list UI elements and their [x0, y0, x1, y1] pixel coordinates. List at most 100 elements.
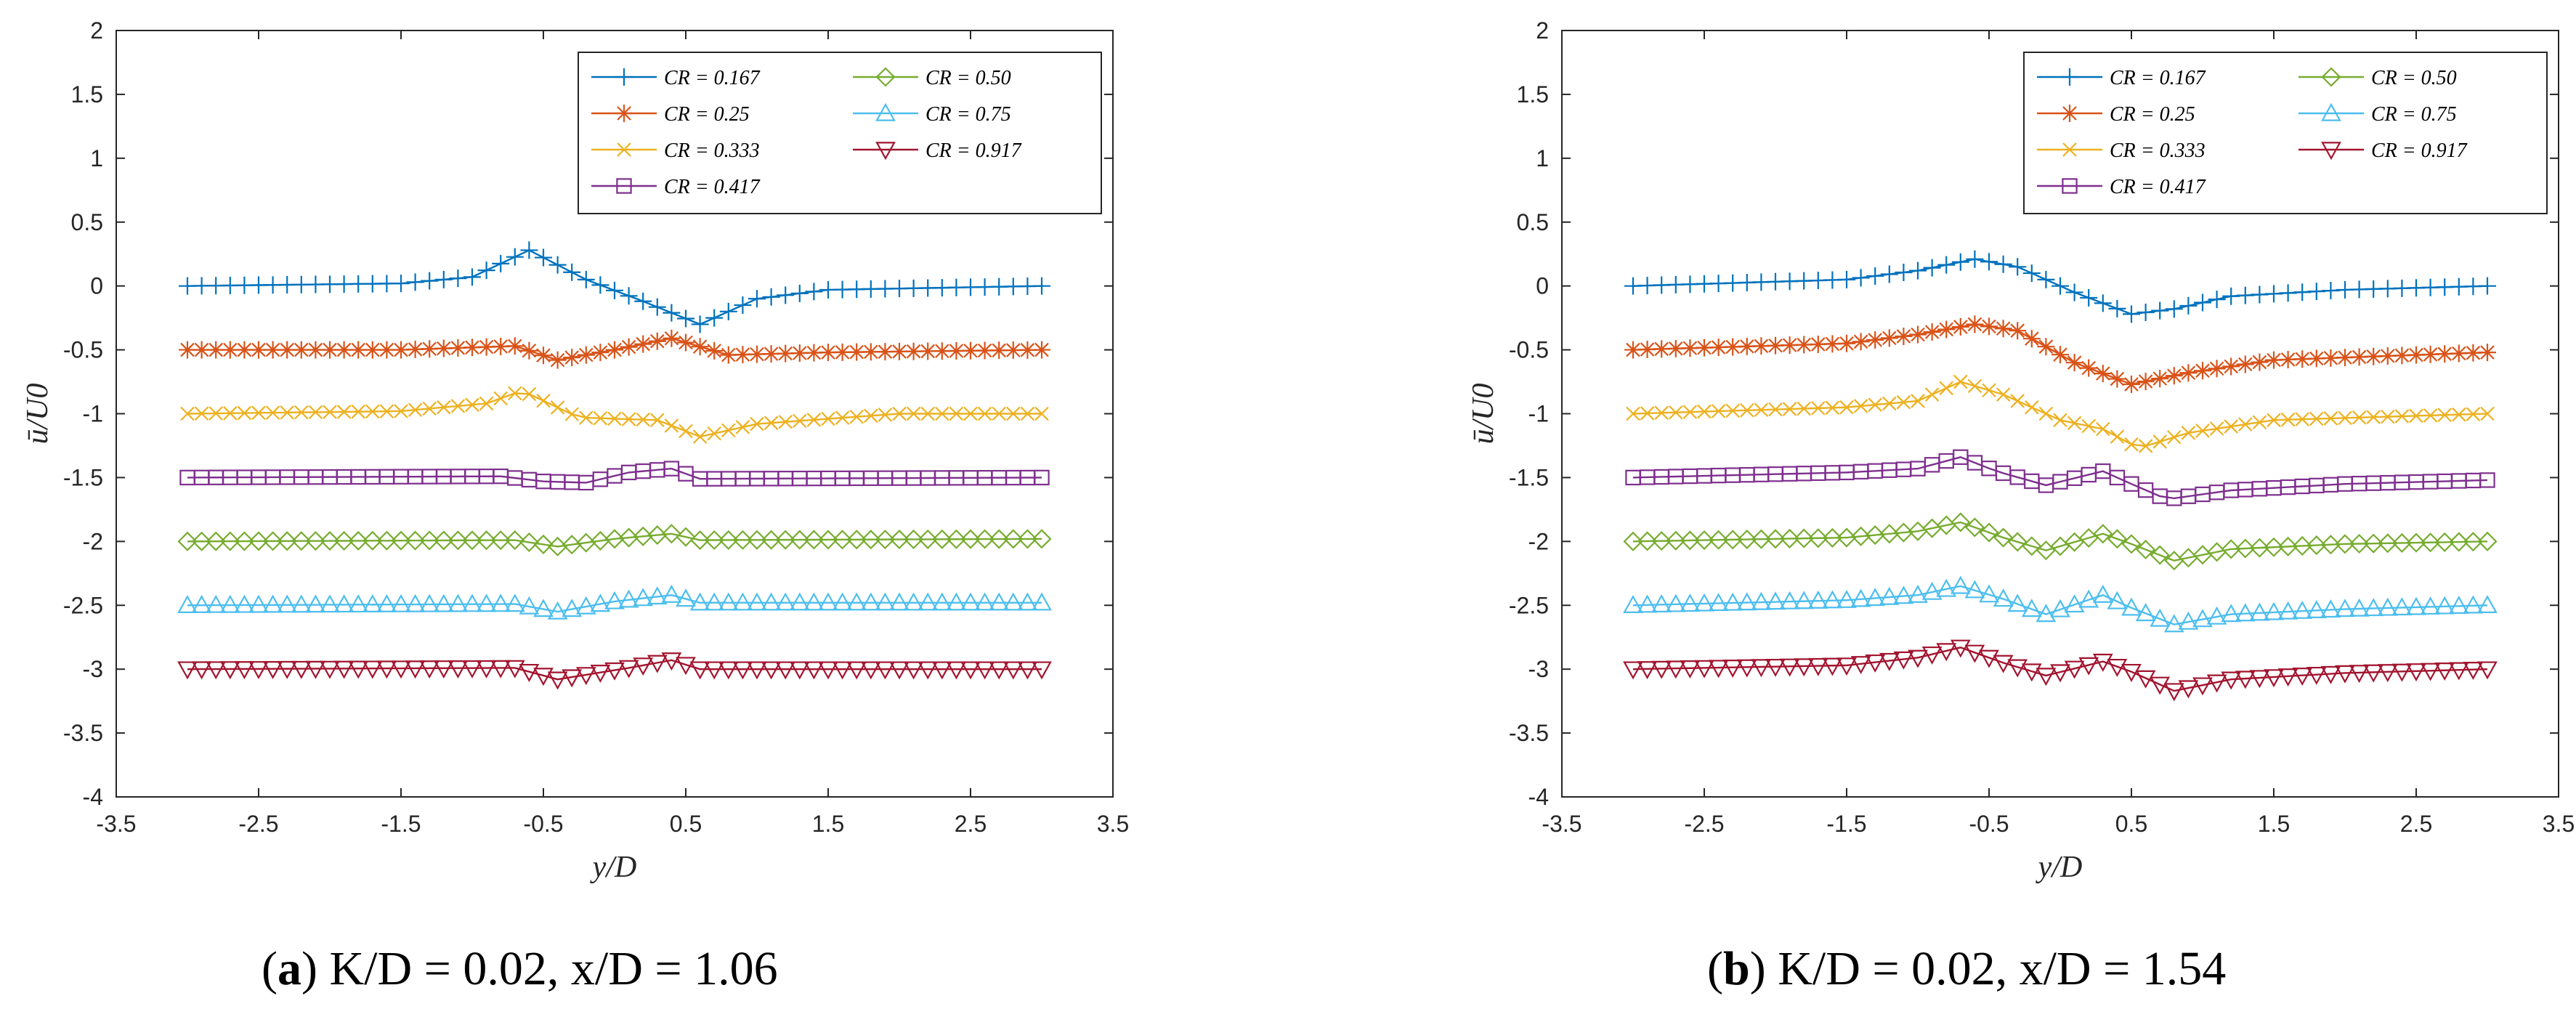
- marker-plus: [2123, 305, 2140, 323]
- marker-x: [2167, 430, 2182, 445]
- marker-diamond: [177, 531, 198, 551]
- marker-star: [1033, 341, 1050, 359]
- marker-x: [579, 410, 594, 425]
- marker-x: [2452, 407, 2466, 422]
- marker-star: [762, 345, 780, 363]
- marker-x: [906, 406, 921, 421]
- legend: CR = 0.167 CR = 0.25 CR = 0.333 CR = 0.417 C…: [2023, 52, 2548, 214]
- marker-diamond: [1865, 524, 1885, 546]
- marker-triangle-down: [2335, 665, 2355, 684]
- marker-x: [1740, 403, 1754, 418]
- marker-triangle-up: [433, 593, 454, 612]
- marker-star: [705, 341, 724, 360]
- marker-plus: [805, 283, 823, 301]
- series-diamond: [1623, 512, 2498, 571]
- marker-plus: [591, 276, 609, 294]
- marker-triangle-up: [575, 596, 596, 615]
- marker-triangle-down: [676, 657, 696, 676]
- marker-x: [2280, 412, 2296, 427]
- marker-x: [265, 405, 280, 420]
- marker-triangle-up: [206, 594, 227, 613]
- y-tick-label: 0.5: [71, 209, 103, 235]
- marker-star: [2080, 359, 2098, 377]
- marker-triangle-up: [405, 593, 426, 612]
- legend-entry: CR = 0.167: [2037, 67, 2206, 89]
- marker-triangle-down: [689, 661, 710, 680]
- legend-entry: CR = 0.50: [853, 67, 1011, 89]
- marker-triangle-down: [206, 661, 227, 680]
- marker-x: [465, 397, 479, 412]
- marker-x: [2352, 410, 2367, 425]
- marker-triangle-up: [633, 588, 654, 607]
- marker-star: [1018, 341, 1037, 359]
- marker-star: [2265, 351, 2283, 369]
- marker-x: [1853, 399, 1868, 413]
- marker-triangle-up: [1623, 594, 1643, 613]
- marker-star: [2479, 344, 2496, 362]
- marker-x: [1967, 378, 1982, 394]
- marker-star: [777, 344, 795, 362]
- marker-plus: [463, 268, 481, 286]
- marker-plus: [2479, 277, 2496, 295]
- marker-x: [1953, 374, 1968, 389]
- marker-star: [2208, 360, 2226, 378]
- y-tick-label: -0.5: [63, 337, 103, 363]
- marker-triangle-up: [2163, 614, 2184, 633]
- marker-triangle-down: [1865, 654, 1886, 673]
- marker-plus: [2151, 301, 2169, 320]
- marker-triangle-down: [462, 660, 482, 678]
- marker-x: [208, 406, 223, 421]
- series-plus: [179, 241, 1050, 333]
- marker-plus: [2037, 270, 2055, 288]
- marker-triangle-up: [191, 594, 212, 613]
- marker-plus: [2165, 300, 2183, 318]
- marker-triangle-up: [2434, 596, 2455, 615]
- marker-triangle-down: [2463, 661, 2484, 680]
- y-tick-label: 0: [90, 273, 103, 299]
- marker-plus: [492, 254, 510, 272]
- marker-star: [805, 344, 823, 362]
- marker-star: [321, 341, 339, 359]
- legend-entry: CR = 0.25: [2037, 103, 2195, 126]
- marker-triangle-down: [2007, 659, 2028, 678]
- series-line: [1632, 521, 2488, 562]
- marker-star: [2378, 347, 2397, 365]
- marker-plus: [1880, 265, 1898, 283]
- marker-diamond: [1893, 522, 1913, 543]
- marker-x: [351, 404, 365, 419]
- marker-plus: [2061, 68, 2078, 86]
- series-triangle-up: [177, 584, 1052, 620]
- legend-box: [578, 52, 1102, 214]
- marker-triangle-down: [1623, 661, 1643, 680]
- marker-triangle-up: [1736, 592, 1757, 611]
- marker-star: [535, 347, 552, 365]
- marker-star: [2350, 348, 2368, 366]
- marker-triangle-up: [1779, 591, 1800, 609]
- marker-star: [933, 342, 951, 360]
- marker-triangle-up: [2448, 596, 2469, 615]
- marker-diamond: [2150, 545, 2170, 565]
- marker-diamond: [1794, 528, 1814, 548]
- marker-x: [2096, 421, 2110, 437]
- x-axis-label: y/D: [2036, 851, 2083, 884]
- marker-triangle-down: [604, 662, 625, 681]
- marker-triangle-up: [2335, 599, 2355, 617]
- marker-star: [264, 341, 282, 359]
- legend-label: CR = 0.25: [664, 103, 750, 126]
- series-triangle-down: [1623, 639, 2498, 702]
- marker-star: [862, 343, 880, 361]
- legend-label: CR = 0.917: [926, 139, 1022, 162]
- marker-triangle-up: [2036, 604, 2057, 623]
- marker-triangle-down: [818, 661, 838, 680]
- marker-diamond: [192, 531, 212, 551]
- marker-square: [2479, 472, 2495, 488]
- marker-star: [1653, 340, 1671, 358]
- marker-plus: [2179, 296, 2198, 315]
- marker-triangle-down: [1680, 660, 1701, 679]
- marker-triangle-down: [248, 661, 269, 680]
- marker-x: [1669, 405, 1683, 420]
- marker-star: [648, 332, 666, 350]
- marker-plus: [748, 290, 766, 308]
- marker-x: [323, 405, 337, 419]
- marker-diamond: [1751, 529, 1771, 549]
